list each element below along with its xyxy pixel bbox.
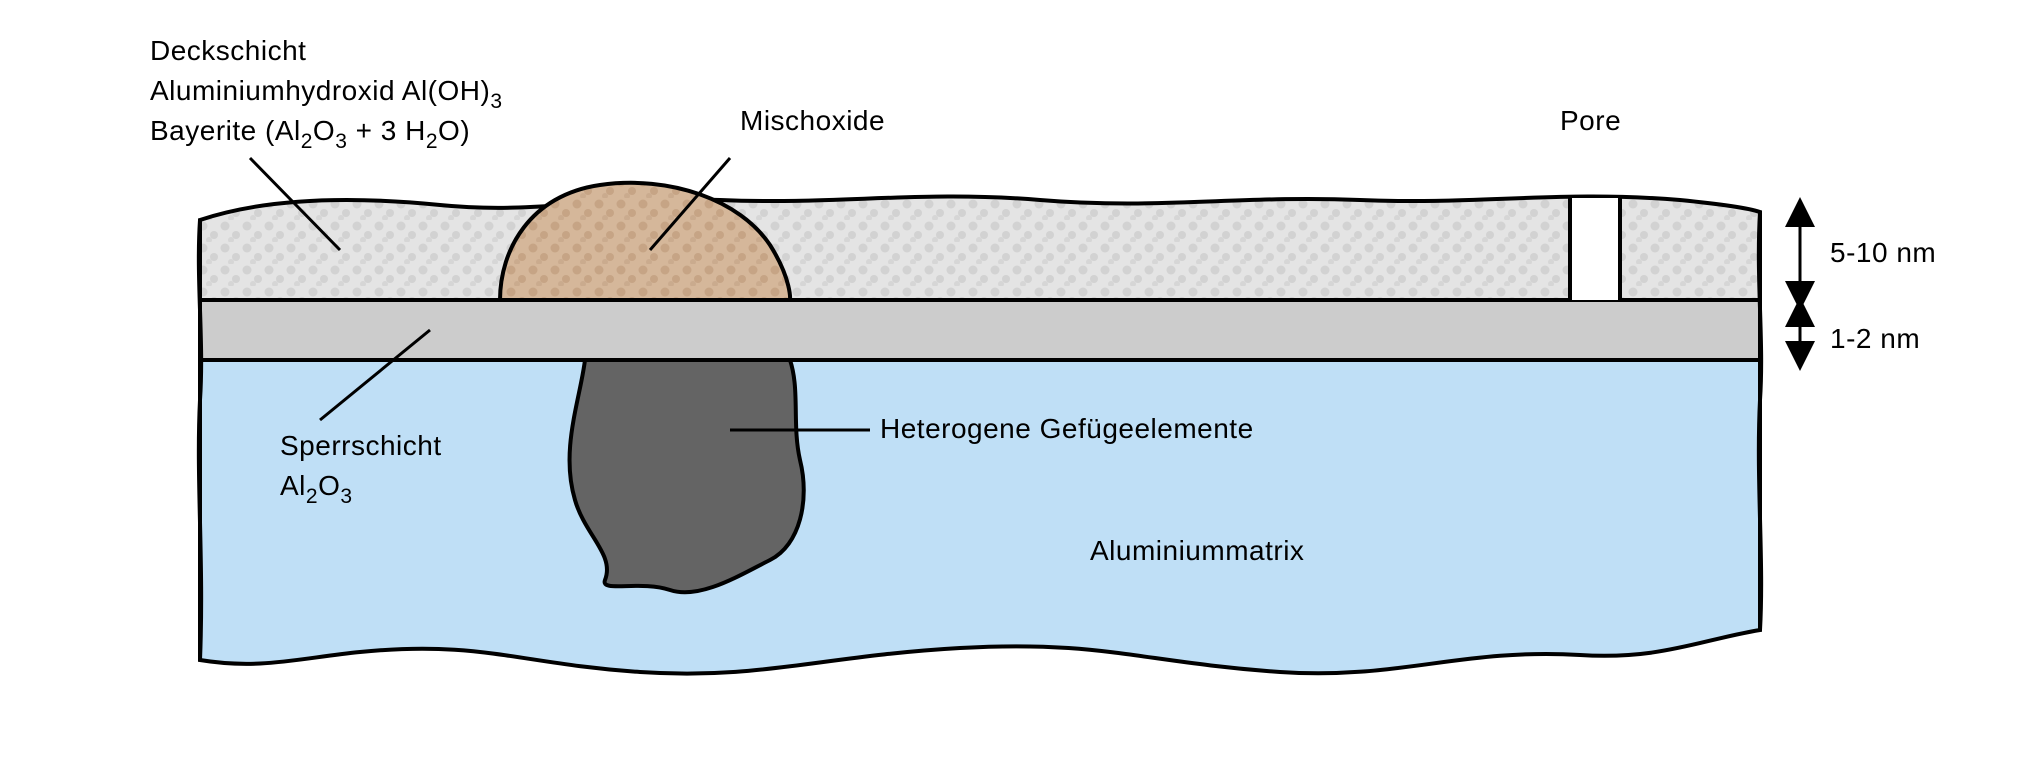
aluminium-oxide-diagram: Deckschicht Aluminiumhydroxid Al(OH)3 Ba… <box>0 0 2020 780</box>
label-pore: Pore <box>1560 105 1621 136</box>
sperrschicht-layer <box>200 300 1760 360</box>
gefuege-region <box>570 360 804 592</box>
label-gefuege: Heterogene Gefügeelemente <box>880 413 1254 444</box>
pore-region <box>1570 198 1620 300</box>
deckschicht-layer <box>200 196 1760 300</box>
label-sperrschicht-1: Sperrschicht <box>280 430 442 461</box>
label-matrix: Aluminiummatrix <box>1090 535 1304 566</box>
aluminium-matrix-layer <box>200 360 1760 674</box>
label-dim-bottom: 1-2 nm <box>1830 323 1920 354</box>
label-deckschicht-1: Deckschicht <box>150 35 306 66</box>
label-deckschicht-3: Bayerite (Al2O3 + 3 H2O) <box>150 115 470 153</box>
label-mischoxide: Mischoxide <box>740 105 885 136</box>
label-deckschicht-2: Aluminiumhydroxid Al(OH)3 <box>150 75 503 113</box>
label-dim-top: 5-10 nm <box>1830 237 1936 268</box>
